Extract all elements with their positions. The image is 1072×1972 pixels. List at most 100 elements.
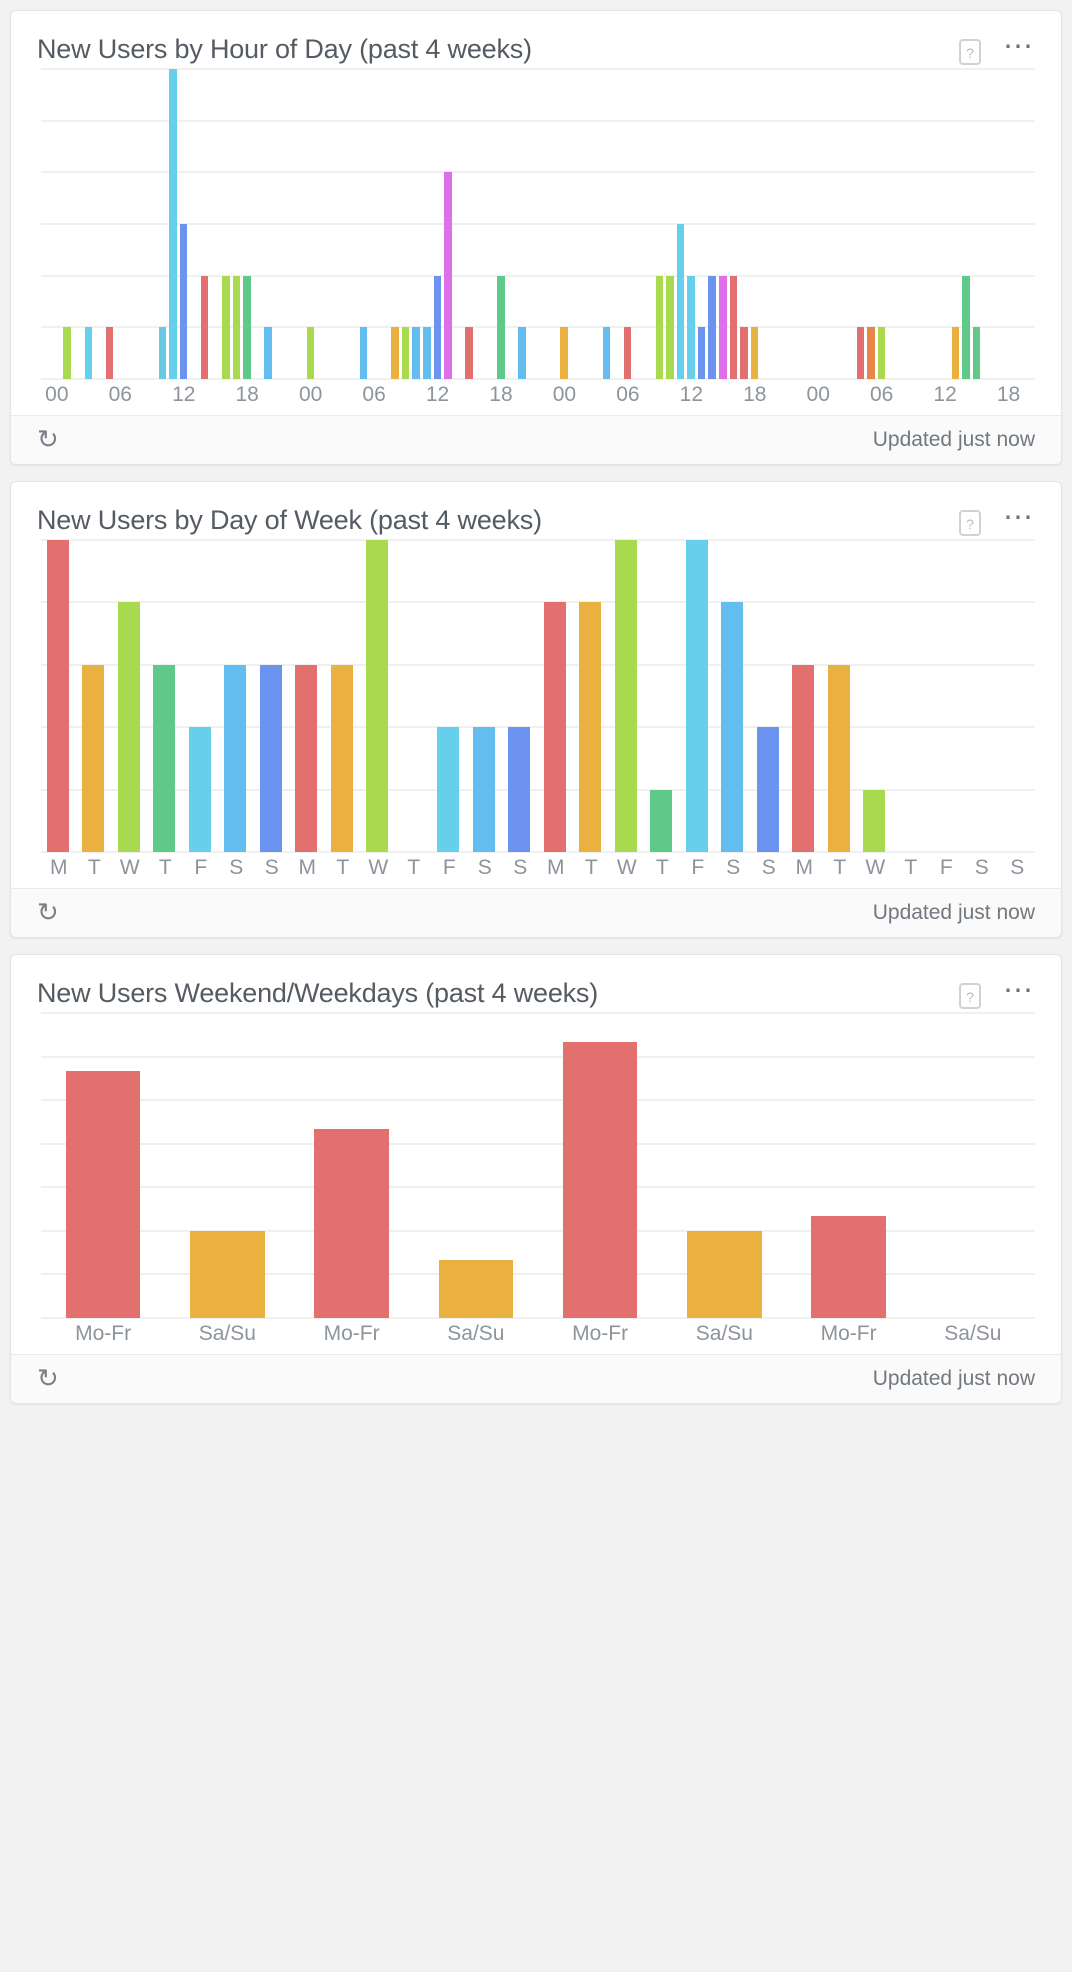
bar[interactable] <box>543 602 566 852</box>
x-axis-tick-label: F <box>442 856 456 879</box>
help-icon[interactable]: ? <box>959 510 981 536</box>
bar[interactable] <box>105 327 114 379</box>
card-new-users-weekend-weekdays: New Users Weekend/Weekdays (past 4 weeks… <box>10 954 1062 1404</box>
help-icon[interactable]: ? <box>959 983 981 1009</box>
bar[interactable] <box>863 789 886 852</box>
grid-line <box>41 1012 1035 1014</box>
bar[interactable] <box>951 327 960 379</box>
bar[interactable] <box>560 327 569 379</box>
bar[interactable] <box>222 275 230 379</box>
bar[interactable] <box>433 275 442 379</box>
bar[interactable] <box>623 327 632 379</box>
x-axis-tick-label: S <box>1010 856 1025 879</box>
x-axis-tick-label: 00 <box>806 383 830 406</box>
bar[interactable] <box>306 327 315 379</box>
bar[interactable] <box>687 275 695 379</box>
bar[interactable] <box>224 664 247 852</box>
bar[interactable] <box>562 1042 638 1318</box>
bar[interactable] <box>243 275 251 379</box>
bar[interactable] <box>697 327 706 379</box>
bar[interactable] <box>366 540 389 852</box>
bar[interactable] <box>729 275 738 379</box>
grid-line <box>41 663 1035 666</box>
bar[interactable] <box>972 327 981 379</box>
bar[interactable] <box>84 327 93 379</box>
bar[interactable] <box>614 540 637 852</box>
bar[interactable] <box>856 327 865 379</box>
bar[interactable] <box>200 275 209 379</box>
grid-line <box>41 1317 1035 1319</box>
bar[interactable] <box>792 664 815 852</box>
bar[interactable] <box>158 327 167 379</box>
bar[interactable] <box>508 727 531 852</box>
bar[interactable] <box>685 540 708 852</box>
bar[interactable] <box>46 540 69 852</box>
bar[interactable] <box>153 664 176 852</box>
bar[interactable] <box>330 664 353 852</box>
bar[interactable] <box>437 727 460 852</box>
refresh-icon[interactable]: ↻ <box>37 897 59 927</box>
bar[interactable] <box>655 275 664 379</box>
bar[interactable] <box>412 327 420 379</box>
bar[interactable] <box>719 275 727 379</box>
page-title: New Users Weekend/Weekdays (past 4 weeks… <box>37 978 599 1008</box>
grid-line <box>41 1142 1035 1145</box>
more-options-icon[interactable]: ⋯ <box>1003 974 1035 1007</box>
x-axis-tick-label: 00 <box>45 383 69 406</box>
bar[interactable] <box>676 224 685 379</box>
bar[interactable] <box>444 172 452 379</box>
x-axis-tick-label: M <box>795 856 814 879</box>
bar[interactable] <box>721 602 744 852</box>
bar[interactable] <box>496 275 505 379</box>
grid-line <box>41 1099 1035 1102</box>
refresh-icon[interactable]: ↻ <box>37 1363 59 1393</box>
more-options-icon[interactable]: ⋯ <box>1003 501 1035 534</box>
bar[interactable] <box>465 327 473 379</box>
bar[interactable] <box>962 275 970 379</box>
bar[interactable] <box>264 327 272 379</box>
bar[interactable] <box>314 1129 389 1318</box>
bar[interactable] <box>750 327 759 379</box>
x-axis-tick-label: 12 <box>172 383 196 406</box>
bar[interactable] <box>82 664 105 852</box>
bar[interactable] <box>756 727 779 852</box>
bar[interactable] <box>740 327 748 379</box>
bar[interactable] <box>811 1216 886 1318</box>
bar[interactable] <box>179 224 188 379</box>
x-axis-tick-label: T <box>87 856 101 879</box>
bar[interactable] <box>518 327 526 379</box>
bar[interactable] <box>650 789 673 852</box>
bar[interactable] <box>472 727 495 852</box>
bar[interactable] <box>422 327 431 379</box>
x-axis-tick-label: 06 <box>616 383 640 406</box>
bar[interactable] <box>359 327 368 379</box>
bar[interactable] <box>438 1259 514 1318</box>
bar[interactable] <box>190 1230 265 1318</box>
bar[interactable] <box>687 1230 762 1318</box>
bar[interactable] <box>232 275 241 379</box>
bar[interactable] <box>401 327 410 379</box>
bar[interactable] <box>877 327 886 379</box>
bar[interactable] <box>391 327 399 379</box>
bar[interactable] <box>169 69 177 379</box>
more-options-icon[interactable]: ⋯ <box>1003 30 1035 63</box>
x-axis-tick-label: S <box>974 856 989 879</box>
bar[interactable] <box>602 327 611 379</box>
bar[interactable] <box>827 664 850 852</box>
x-axis-tick-label: 12 <box>933 383 957 406</box>
bar[interactable] <box>65 1071 141 1318</box>
bar[interactable] <box>579 602 602 852</box>
bar[interactable] <box>259 664 282 852</box>
x-axis-hour: 00 06 12 18 00 06 12 18 00 06 12 18 00 06 12 18 <box>41 379 1035 415</box>
bar[interactable] <box>295 664 318 852</box>
x-axis-tick-label: M <box>298 856 317 879</box>
bar[interactable] <box>117 602 140 852</box>
bar[interactable] <box>188 727 211 852</box>
bar[interactable] <box>708 275 717 379</box>
help-icon[interactable]: ? <box>959 39 981 65</box>
bar[interactable] <box>63 327 72 379</box>
bar[interactable] <box>867 327 875 379</box>
x-axis-tick-label: Mo-Fr <box>323 1322 380 1345</box>
refresh-icon[interactable]: ↻ <box>37 424 59 454</box>
bar[interactable] <box>666 275 674 379</box>
